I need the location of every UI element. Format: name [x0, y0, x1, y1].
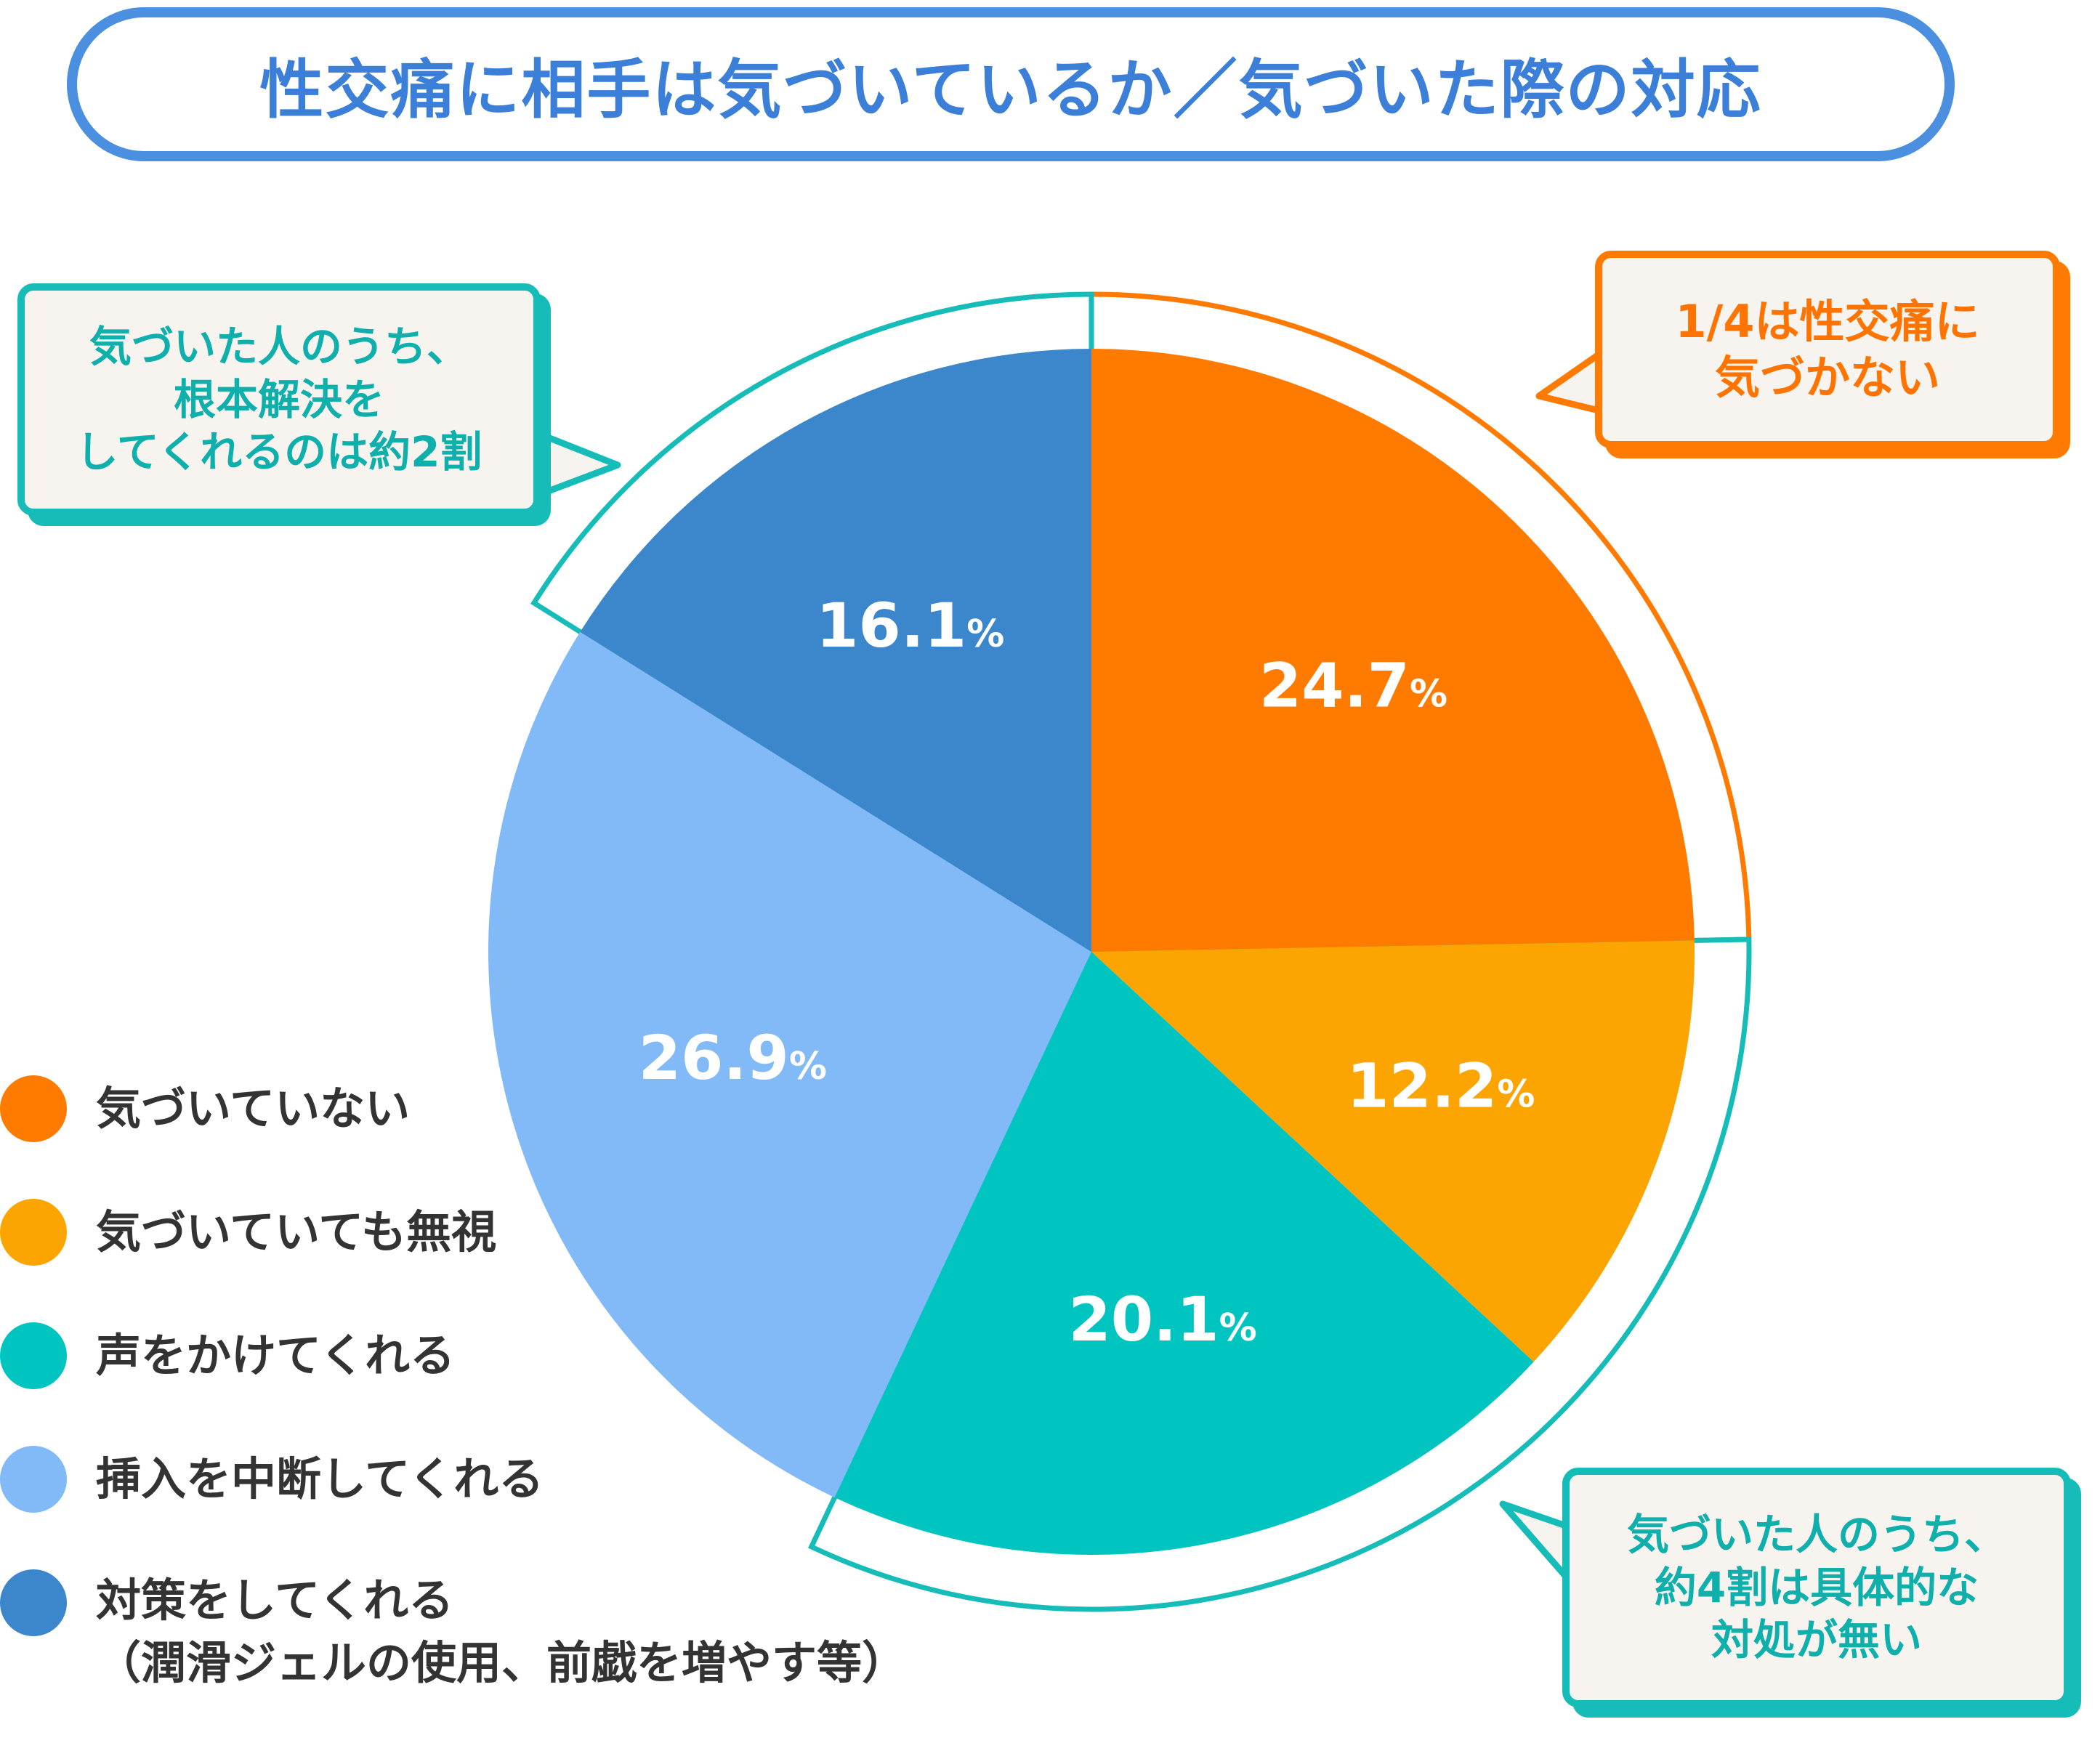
- legend-item-takes-measures: 対策をしてくれる （潤滑ジェルの使用、前戯を増やす等）: [0, 1569, 945, 1694]
- slice-speaks-up: [834, 952, 1534, 1555]
- legend-label: 対策をしてくれる （潤滑ジェルの使用、前戯を増やす等）: [96, 1574, 908, 1689]
- pie-value-labels: 24.7% 12.2% 20.1% 26.9% 16.1%: [639, 590, 1535, 1355]
- legend-swatch: [0, 1199, 67, 1266]
- pie-slices: [488, 349, 1695, 1555]
- slice-value-label: 16.1%: [816, 590, 1004, 661]
- slice-value-label: 20.1%: [1068, 1284, 1256, 1355]
- legend: 気づいていない 気づいていても無視 声をかけてくれる 挿入を中断してくれる 対策…: [0, 1075, 945, 1751]
- legend-label: 気づいていない: [96, 1082, 411, 1135]
- legend-swatch: [0, 1322, 67, 1389]
- callout-bottom-right-tail: [1499, 1500, 1570, 1580]
- slice-stops: [488, 631, 1091, 1498]
- legend-label: 気づいていても無視: [96, 1205, 497, 1258]
- callout-top-left: 気づいた人のうち、 根本解決を してくれるのは約2割: [17, 283, 541, 516]
- callout-top-right: 1/4は性交痛に 気づかない: [1595, 251, 2060, 448]
- legend-item-not-noticed: 気づいていない: [0, 1075, 945, 1142]
- title-banner: 性交痛に相手は気づいているか／気づいた際の対応: [67, 7, 1955, 161]
- slice-value-label: 12.2%: [1346, 1050, 1535, 1121]
- callout-top-right-text: 1/4は性交痛に 気づかない: [1675, 294, 1980, 405]
- legend-swatch: [0, 1569, 67, 1636]
- slice-ignored: [1091, 940, 1695, 1362]
- callout-top-right-tail: [1535, 351, 1602, 414]
- callout-top-left-text: 気づいた人のうち、 根本解決を してくれるのは約2割: [76, 322, 482, 477]
- slice-not-noticed: [1091, 349, 1695, 952]
- legend-swatch: [0, 1075, 67, 1142]
- callout-bottom-right: 気づいた人のうち、 約4割は具体的な 対処が無い: [1562, 1468, 2071, 1707]
- slice-value-label: 26.9%: [639, 1022, 827, 1093]
- callout-bottom-right-text: 気づいた人のうち、 約4割は具体的な 対処が無い: [1626, 1510, 2006, 1665]
- legend-label: 挿入を中断してくれる: [96, 1452, 544, 1505]
- legend-label: 声をかけてくれる: [96, 1329, 456, 1382]
- legend-item-speaks-up: 声をかけてくれる: [0, 1322, 945, 1389]
- slice-takes-measures: [580, 349, 1091, 952]
- legend-item-stops: 挿入を中断してくれる: [0, 1446, 945, 1513]
- slice-value-label: 24.7%: [1259, 650, 1447, 721]
- callout-top-left-tail: [537, 431, 621, 498]
- legend-swatch: [0, 1446, 67, 1513]
- chart-title: 性交痛に相手は気づいているか／気づいた際の対応: [259, 52, 1762, 127]
- legend-item-ignored: 気づいていても無視: [0, 1199, 945, 1266]
